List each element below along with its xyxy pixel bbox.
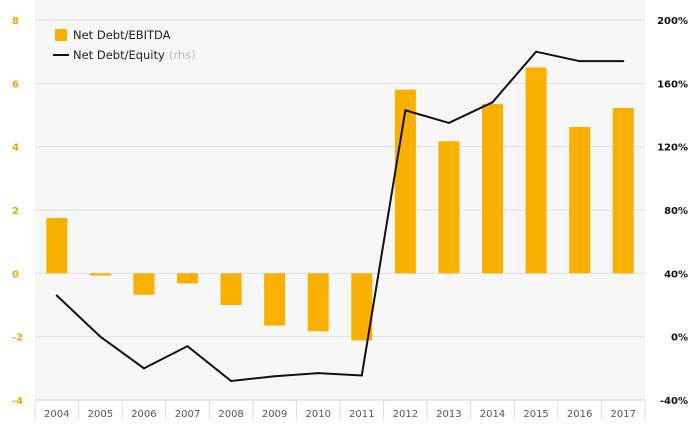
axes: 8 6 4 2 0 -2 -4 200% 160% 120% 80% 40% 0% -40% 2004 200… — [12, 16, 688, 420]
y-right-tick-label: 80% — [664, 206, 688, 217]
y-right-tick-label: 200% — [657, 16, 688, 27]
bar-net-debt-ebitda — [394, 89, 416, 274]
point-net-debt-equity — [186, 345, 189, 348]
point-net-debt-equity — [55, 294, 58, 297]
x-tick-label: 2011 — [349, 409, 374, 420]
y-left-tick-label: -4 — [12, 396, 23, 407]
point-net-debt-equity — [578, 60, 581, 63]
y-left-tick-label: -2 — [12, 333, 23, 344]
point-net-debt-equity — [535, 50, 538, 53]
point-net-debt-equity — [360, 374, 363, 377]
point-net-debt-equity — [99, 335, 102, 338]
y-left-tick-label: 6 — [12, 79, 19, 90]
bar-net-debt-ebitda — [525, 67, 547, 274]
bar-net-debt-ebitda — [264, 273, 286, 326]
bar-net-debt-ebitda — [89, 273, 111, 276]
legend-label-line: Net Debt/Equity (rhs) — [73, 48, 196, 62]
bar-series — [46, 67, 634, 341]
point-net-debt-equity — [491, 101, 494, 104]
legend-label-bar: Net Debt/EBITDA — [73, 28, 171, 42]
y-right-tick-label: 120% — [657, 143, 688, 154]
bar-net-debt-ebitda — [177, 273, 198, 284]
x-tick-label: 2010 — [305, 409, 330, 420]
legend-label-line-name: Net Debt/Equity — [73, 48, 165, 62]
y-right-tick-label: 0% — [671, 333, 688, 344]
bar-net-debt-ebitda — [351, 273, 373, 341]
point-net-debt-equity — [273, 375, 276, 378]
y-right-tick-label: -40% — [660, 396, 688, 407]
point-net-debt-equity — [447, 121, 450, 124]
point-net-debt-equity — [404, 109, 407, 112]
bar-net-debt-ebitda — [482, 103, 503, 274]
x-tick-label: 2005 — [88, 409, 113, 420]
bar-net-debt-ebitda — [133, 273, 155, 295]
x-tick-label: 2009 — [262, 409, 287, 420]
x-tick-label: 2016 — [567, 409, 592, 420]
legend: Net Debt/EBITDA Net Debt/Equity (rhs) — [53, 28, 196, 62]
point-net-debt-equity — [142, 367, 145, 370]
y-left-tick-label: 0 — [12, 269, 19, 280]
x-tick-label: 2007 — [175, 409, 200, 420]
legend-swatch-bar — [55, 29, 67, 41]
x-tick-label: 2013 — [436, 409, 461, 420]
y-left-tick-label: 2 — [12, 206, 19, 217]
x-tick-label: 2017 — [610, 409, 635, 420]
y-right-tick-label: 40% — [664, 269, 688, 280]
x-tick-label: 2008 — [218, 409, 243, 420]
line-net-debt-equity — [56, 50, 624, 383]
bar-net-debt-ebitda — [438, 141, 460, 274]
point-net-debt-equity — [317, 372, 320, 375]
bar-net-debt-ebitda — [220, 273, 242, 305]
bar-net-debt-ebitda — [307, 273, 329, 332]
x-tick-label: 2004 — [44, 409, 69, 420]
legend-label-line-note: (rhs) — [169, 48, 196, 62]
line-series — [55, 50, 625, 383]
bar-net-debt-ebitda — [569, 127, 591, 274]
x-tick-label: 2014 — [480, 409, 505, 420]
x-tick-label: 2015 — [523, 409, 548, 420]
x-tick-label: 2006 — [131, 409, 156, 420]
x-tick-label: 2012 — [393, 409, 418, 420]
y-right-tick-label: 160% — [657, 79, 688, 90]
bar-net-debt-ebitda — [46, 217, 68, 274]
y-left-tick-label: 4 — [12, 143, 19, 154]
point-net-debt-equity — [622, 60, 625, 63]
point-net-debt-equity — [230, 380, 233, 382]
y-left-tick-label: 8 — [12, 16, 19, 27]
bar-net-debt-ebitda — [612, 108, 634, 274]
